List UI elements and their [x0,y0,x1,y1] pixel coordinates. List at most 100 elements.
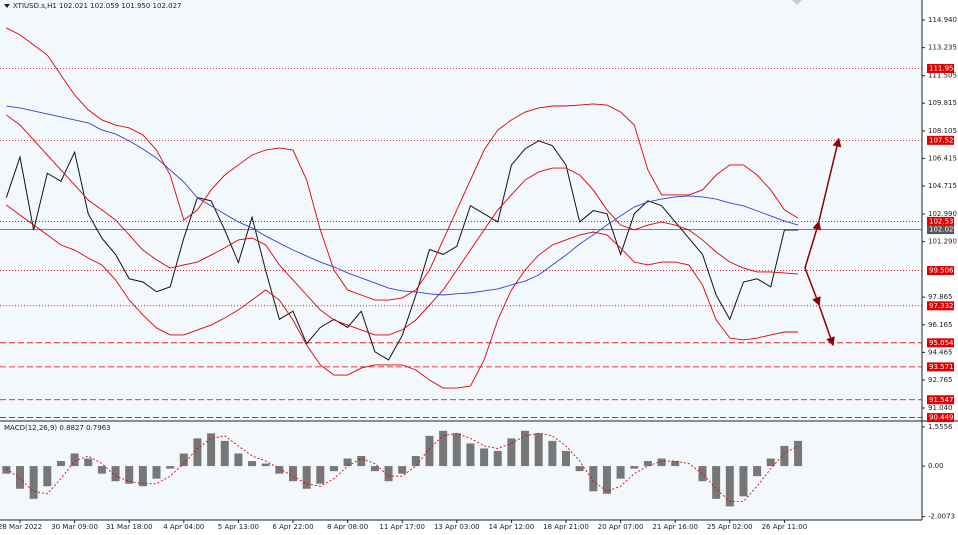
y-tick-label: 102.990 [928,210,957,218]
x-tick-label: 28 Mar 2022 [0,523,42,531]
macd-bar [220,440,229,467]
x-tick-label: 30 Mar 09:00 [51,523,98,531]
macd-bar [712,466,721,499]
macd-bar [521,430,530,467]
macd-tick-label: -2.0073 [928,513,955,521]
macd-tick-label: 1.5556 [928,423,953,431]
macd-bar [329,466,338,472]
y-tick-label: 97.865 [928,293,953,301]
macd-bar [16,466,24,489]
macd-bar [29,466,38,499]
level-label-box [927,338,954,348]
macd-bar [657,458,666,467]
macd-bar [643,461,652,467]
indicator-line [6,27,799,301]
projection-arrow-up [804,137,842,269]
macd-bar [193,438,202,467]
macd-bar [794,440,803,467]
macd-bar [70,453,79,467]
x-tick-label: 25 Apr 02:00 [707,523,753,531]
macd-bar [452,433,461,467]
level-label: 90.449 [929,414,954,422]
x-tick-label: 31 Mar 18:00 [106,523,153,531]
macd-bar [302,466,311,489]
y-tick-label: 106.415 [928,154,957,162]
y-tick-label: 94.465 [928,348,953,356]
x-tick-label: 11 Apr 17:00 [379,523,425,531]
y-tick-label: 91.040 [928,404,953,412]
macd-bar [780,445,789,467]
macd-bar [534,433,543,467]
y-tick-label: 111.505 [928,72,957,80]
y-tick-label: 108.105 [928,127,957,135]
macd-bar [698,466,707,482]
x-tick-label: 5 Apr 13:00 [218,523,259,531]
macd-bar [439,430,448,467]
price-line [5,140,799,361]
level-label: 93.571 [929,363,954,371]
chart-title: XTIUSD.s,H1 102.021 102.059 101.950 102.… [13,2,181,10]
macd-bar [248,461,257,467]
level-label-box [927,362,954,372]
projection-arrow-down [804,267,835,347]
level-label: 97.332 [929,302,954,310]
level-label: 91.547 [929,396,954,404]
macd-bar [84,458,93,467]
macd-bar [562,450,570,467]
macd-bar [575,466,584,472]
level-label: 102.531 [929,217,958,225]
macd-bar [602,466,611,494]
y-tick-label: 104.715 [928,182,957,190]
macd-bar [370,466,379,472]
level-label: 111.950 [929,65,958,73]
indicator-line [6,204,799,389]
macd-bar [480,448,489,467]
indicator-line [6,105,799,296]
y-tick-label: 96.165 [928,321,953,329]
y-tick-label: 113.235 [928,44,957,52]
level-label-box [927,266,954,276]
level-label: 99.506 [929,267,954,275]
level-label: 107.525 [929,136,958,144]
macd-bar [125,466,134,484]
macd-bar [316,466,325,484]
macd-bar [725,466,734,507]
macd-bar [343,458,352,467]
y-tick-label: 101.290 [928,238,957,246]
macd-bar [179,453,188,467]
macd-tick-label: 0.00 [928,462,944,470]
x-tick-label: 8 Apr 08:00 [327,523,368,531]
level-label-box [927,395,954,405]
x-tick-label: 13 Apr 03:00 [434,523,480,531]
level-label-box [927,301,954,311]
x-tick-label: 21 Apr 16:00 [652,523,698,531]
plot-background [0,0,922,520]
macd-bar [739,466,748,497]
macd-bar [671,461,680,467]
macd-bar [43,466,52,487]
level-label: 102.027 [929,226,958,234]
level-label-box [927,216,954,226]
level-label-box [927,64,954,74]
x-tick-label: 26 Apr 11:00 [762,523,808,531]
menu-icon [4,4,10,8]
shift-marker [792,0,802,5]
macd-title: MACD(12,26,9) 0.8827 0.7963 [4,424,111,432]
x-tick-label: 4 Apr 04:00 [163,523,204,531]
x-tick-label: 18 Apr 21:00 [543,523,589,531]
y-tick-label: 92.765 [928,376,953,384]
macd-bar [466,443,475,467]
macd-bar [289,466,297,482]
macd-bar [507,438,516,467]
x-tick-label: 20 Apr 07:00 [598,523,644,531]
level-label-box [927,225,954,235]
macd-bar [753,466,762,477]
x-tick-label: 14 Apr 12:00 [489,523,535,531]
macd-bar [138,466,147,487]
macd-signal [6,432,799,502]
macd-bar [425,435,434,467]
macd-bar [630,466,639,469]
macd-bar [548,440,557,467]
macd-bar [111,466,120,482]
